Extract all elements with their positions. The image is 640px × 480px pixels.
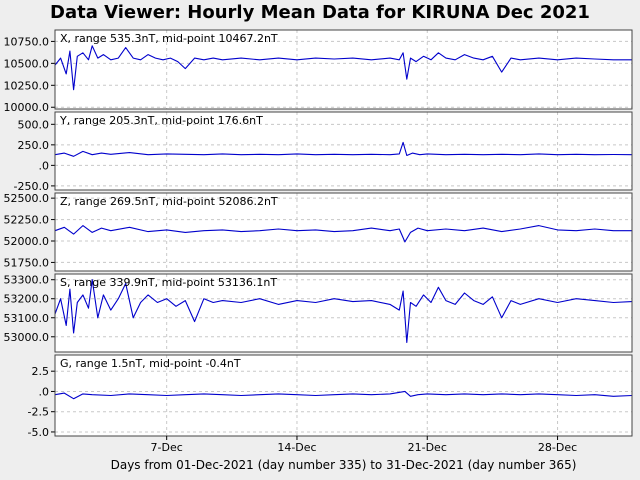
panel-4-label: G, range 1.5nT, mid-point -0.4nT [60,357,241,370]
panel-2-ytick-label: 52250.0 [4,214,50,227]
panel-1-frame [54,111,633,191]
panel-4-frame [54,354,633,437]
panel-0-series-line [54,45,632,91]
panel-2-ytick-label: 52500.0 [4,192,50,205]
panel-3-ytick-label: 53300.0 [4,274,50,287]
x-axis-label: Days from 01-Dec-2021 (day number 335) t… [111,458,577,472]
panel-4-ytick-label: .0 [39,385,50,398]
panel-3-ytick-label: 53200.0 [4,293,50,306]
panel-0-ytick-label: 10000.0 [4,101,50,114]
panel-3-ytick-label: 53100.0 [4,312,50,325]
panel-3-label: S, range 339.9nT, mid-point 53136.1nT [60,276,277,289]
panel-4-series-line [54,390,633,400]
panel-4-ytick-label: -2.5 [28,406,49,419]
panel-1-ytick-label: .0 [39,159,50,172]
panel-1-label: Y, range 205.3nT, mid-point 176.6nT [59,114,263,127]
panel-4-ytick-label: -5.0 [28,426,49,439]
x-tick-label: 21-Dec [408,441,447,454]
panel-3-background [55,274,632,352]
panel-4-background [55,355,632,436]
panel-3-ytick-label: 53000.0 [4,331,50,344]
panel-1-background [55,112,632,190]
panel-0-label: X, range 535.3nT, mid-point 10467.2nT [60,32,278,45]
panel-2-label: Z, range 269.5nT, mid-point 52086.2nT [60,195,278,208]
panel-2-series-line [54,225,632,243]
panel-3-frame [54,273,633,353]
panel-2-background [55,193,632,271]
panel-0-background [55,30,632,109]
panel-0-ytick-label: 10250.0 [4,79,50,92]
panel-2-ytick-label: 51750.0 [4,256,50,269]
chart-title: Data Viewer: Hourly Mean Data for KIRUNA… [50,2,590,23]
panel-0-frame [54,29,633,110]
x-tick-label: 7-Dec [151,441,183,454]
panel-3-series-line [54,279,633,344]
panel-2-frame [54,192,633,272]
panel-0-ytick-label: 10750.0 [4,35,50,48]
panel-1-ytick-label: -250.0 [14,180,49,193]
x-tick-label: 28-Dec [538,441,577,454]
panel-1-ytick-label: 500.0 [18,118,50,131]
panel-1-ytick-label: 250.0 [18,139,50,152]
panel-4-ytick-label: 2.5 [32,365,50,378]
panel-2-ytick-label: 52000.0 [4,235,50,248]
x-tick-label: 14-Dec [277,441,316,454]
panel-0-ytick-label: 10500.0 [4,57,50,70]
panel-1-series-line [54,141,633,157]
